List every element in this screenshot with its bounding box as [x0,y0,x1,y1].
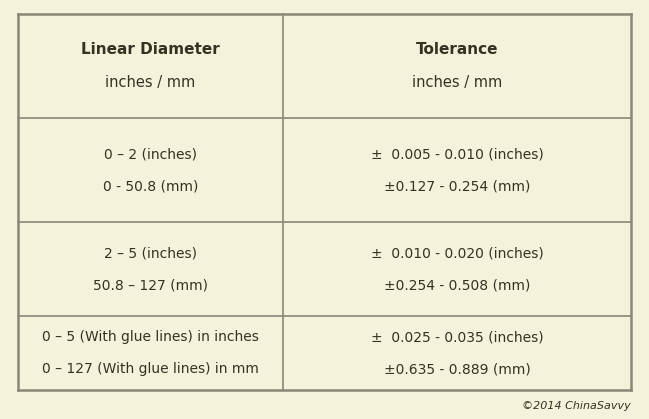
Text: inches / mm: inches / mm [105,75,195,90]
Text: 50.8 – 127 (mm): 50.8 – 127 (mm) [93,278,208,292]
Text: ±  0.010 - 0.020 (inches): ± 0.010 - 0.020 (inches) [371,246,543,260]
Text: ±  0.005 - 0.010 (inches): ± 0.005 - 0.010 (inches) [371,147,543,161]
Text: ±  0.025 - 0.035 (inches): ± 0.025 - 0.035 (inches) [371,330,543,344]
Text: ±0.635 - 0.889 (mm): ±0.635 - 0.889 (mm) [384,362,530,376]
Text: inches / mm: inches / mm [412,75,502,90]
Text: 2 – 5 (inches): 2 – 5 (inches) [104,246,197,260]
Text: Linear Diameter: Linear Diameter [81,42,220,57]
Text: 0 – 2 (inches): 0 – 2 (inches) [104,147,197,161]
Text: ±0.127 - 0.254 (mm): ±0.127 - 0.254 (mm) [384,179,530,193]
Text: 0 – 127 (With glue lines) in mm: 0 – 127 (With glue lines) in mm [42,362,259,376]
Text: ±0.254 - 0.508 (mm): ±0.254 - 0.508 (mm) [384,278,530,292]
Text: Tolerance: Tolerance [416,42,498,57]
Text: 0 – 5 (With glue lines) in inches: 0 – 5 (With glue lines) in inches [42,330,259,344]
Text: 0 - 50.8 (mm): 0 - 50.8 (mm) [103,179,198,193]
Text: ©2014 ChinaSavvy: ©2014 ChinaSavvy [522,401,631,411]
